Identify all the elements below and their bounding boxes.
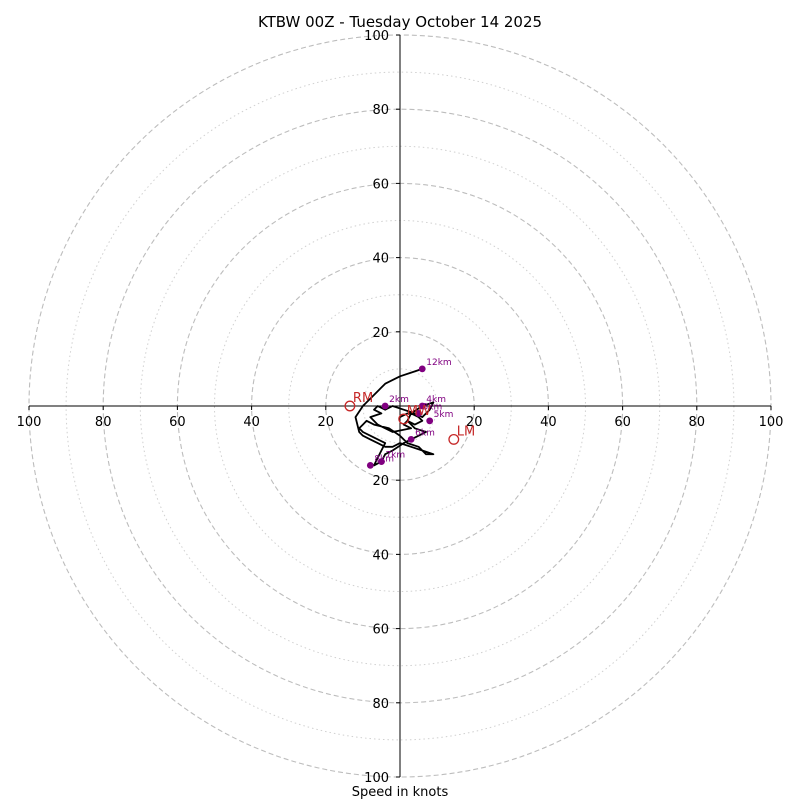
- x-tick-label: 60: [614, 415, 631, 430]
- y-tick-label: 20: [372, 474, 389, 489]
- y-tick-label: 20: [372, 326, 389, 341]
- x-tick-label: 100: [759, 415, 784, 430]
- storm-motion-markers: RM LM MW: [344, 391, 475, 445]
- axes: [29, 35, 771, 777]
- y-tick-label: 40: [372, 548, 389, 563]
- y-tick-label: 100: [364, 771, 389, 786]
- storm-motion-label: LM: [457, 424, 475, 439]
- height-marker-label: 4km: [426, 395, 446, 405]
- height-marker-dot: [366, 461, 374, 469]
- height-marker-dot: [418, 365, 426, 373]
- storm-motion-label: MW: [407, 404, 431, 419]
- x-tick-label: 80: [95, 415, 112, 430]
- tick-labels: 100 80 60 40 20 20 40 60 80 100 100 80 60 40 20 20 40 60 8…: [17, 29, 784, 786]
- height-marker-label: 3km: [423, 402, 443, 412]
- height-marker-label: 7km: [385, 451, 405, 461]
- height-marker-dot: [407, 435, 415, 443]
- x-tick-label: 100: [17, 415, 42, 430]
- x-tick-label: 80: [689, 415, 706, 430]
- storm-motion-marker: [344, 400, 356, 412]
- height-marker-dot: [426, 417, 434, 425]
- storm-motion-marker: [398, 413, 410, 425]
- height-marker-dot: [378, 458, 385, 466]
- height-marker-dot: [381, 402, 389, 410]
- x-tick-label: 20: [318, 415, 335, 430]
- chart-title: KTBW 00Z - Tuesday October 14 2025: [258, 13, 542, 31]
- storm-motion-marker: [448, 433, 460, 445]
- height-marker-label: 5km: [434, 410, 454, 420]
- height-marker-label: 8km: [374, 454, 394, 464]
- x-tick-label: 40: [540, 415, 557, 430]
- x-tick-label: 40: [243, 415, 260, 430]
- storm-motion-label: RM: [353, 391, 373, 406]
- y-tick-label: 60: [372, 177, 389, 192]
- y-tick-label: 60: [372, 623, 389, 638]
- y-tick-label: 100: [364, 29, 389, 44]
- x-tick-label: 60: [169, 415, 186, 430]
- x-axis-label: Speed in knots: [352, 785, 449, 800]
- height-marker-dot: [415, 410, 422, 417]
- x-tick-label: 20: [466, 415, 483, 430]
- y-tick-label: 80: [372, 103, 389, 118]
- y-tick-label: 40: [372, 252, 389, 267]
- height-marker-label: 6km: [415, 428, 435, 438]
- height-marker-label: 2km: [389, 395, 409, 405]
- height-marker-dot: [418, 402, 426, 410]
- height-marker-label: 12km: [426, 358, 451, 368]
- y-tick-label: 80: [372, 697, 389, 712]
